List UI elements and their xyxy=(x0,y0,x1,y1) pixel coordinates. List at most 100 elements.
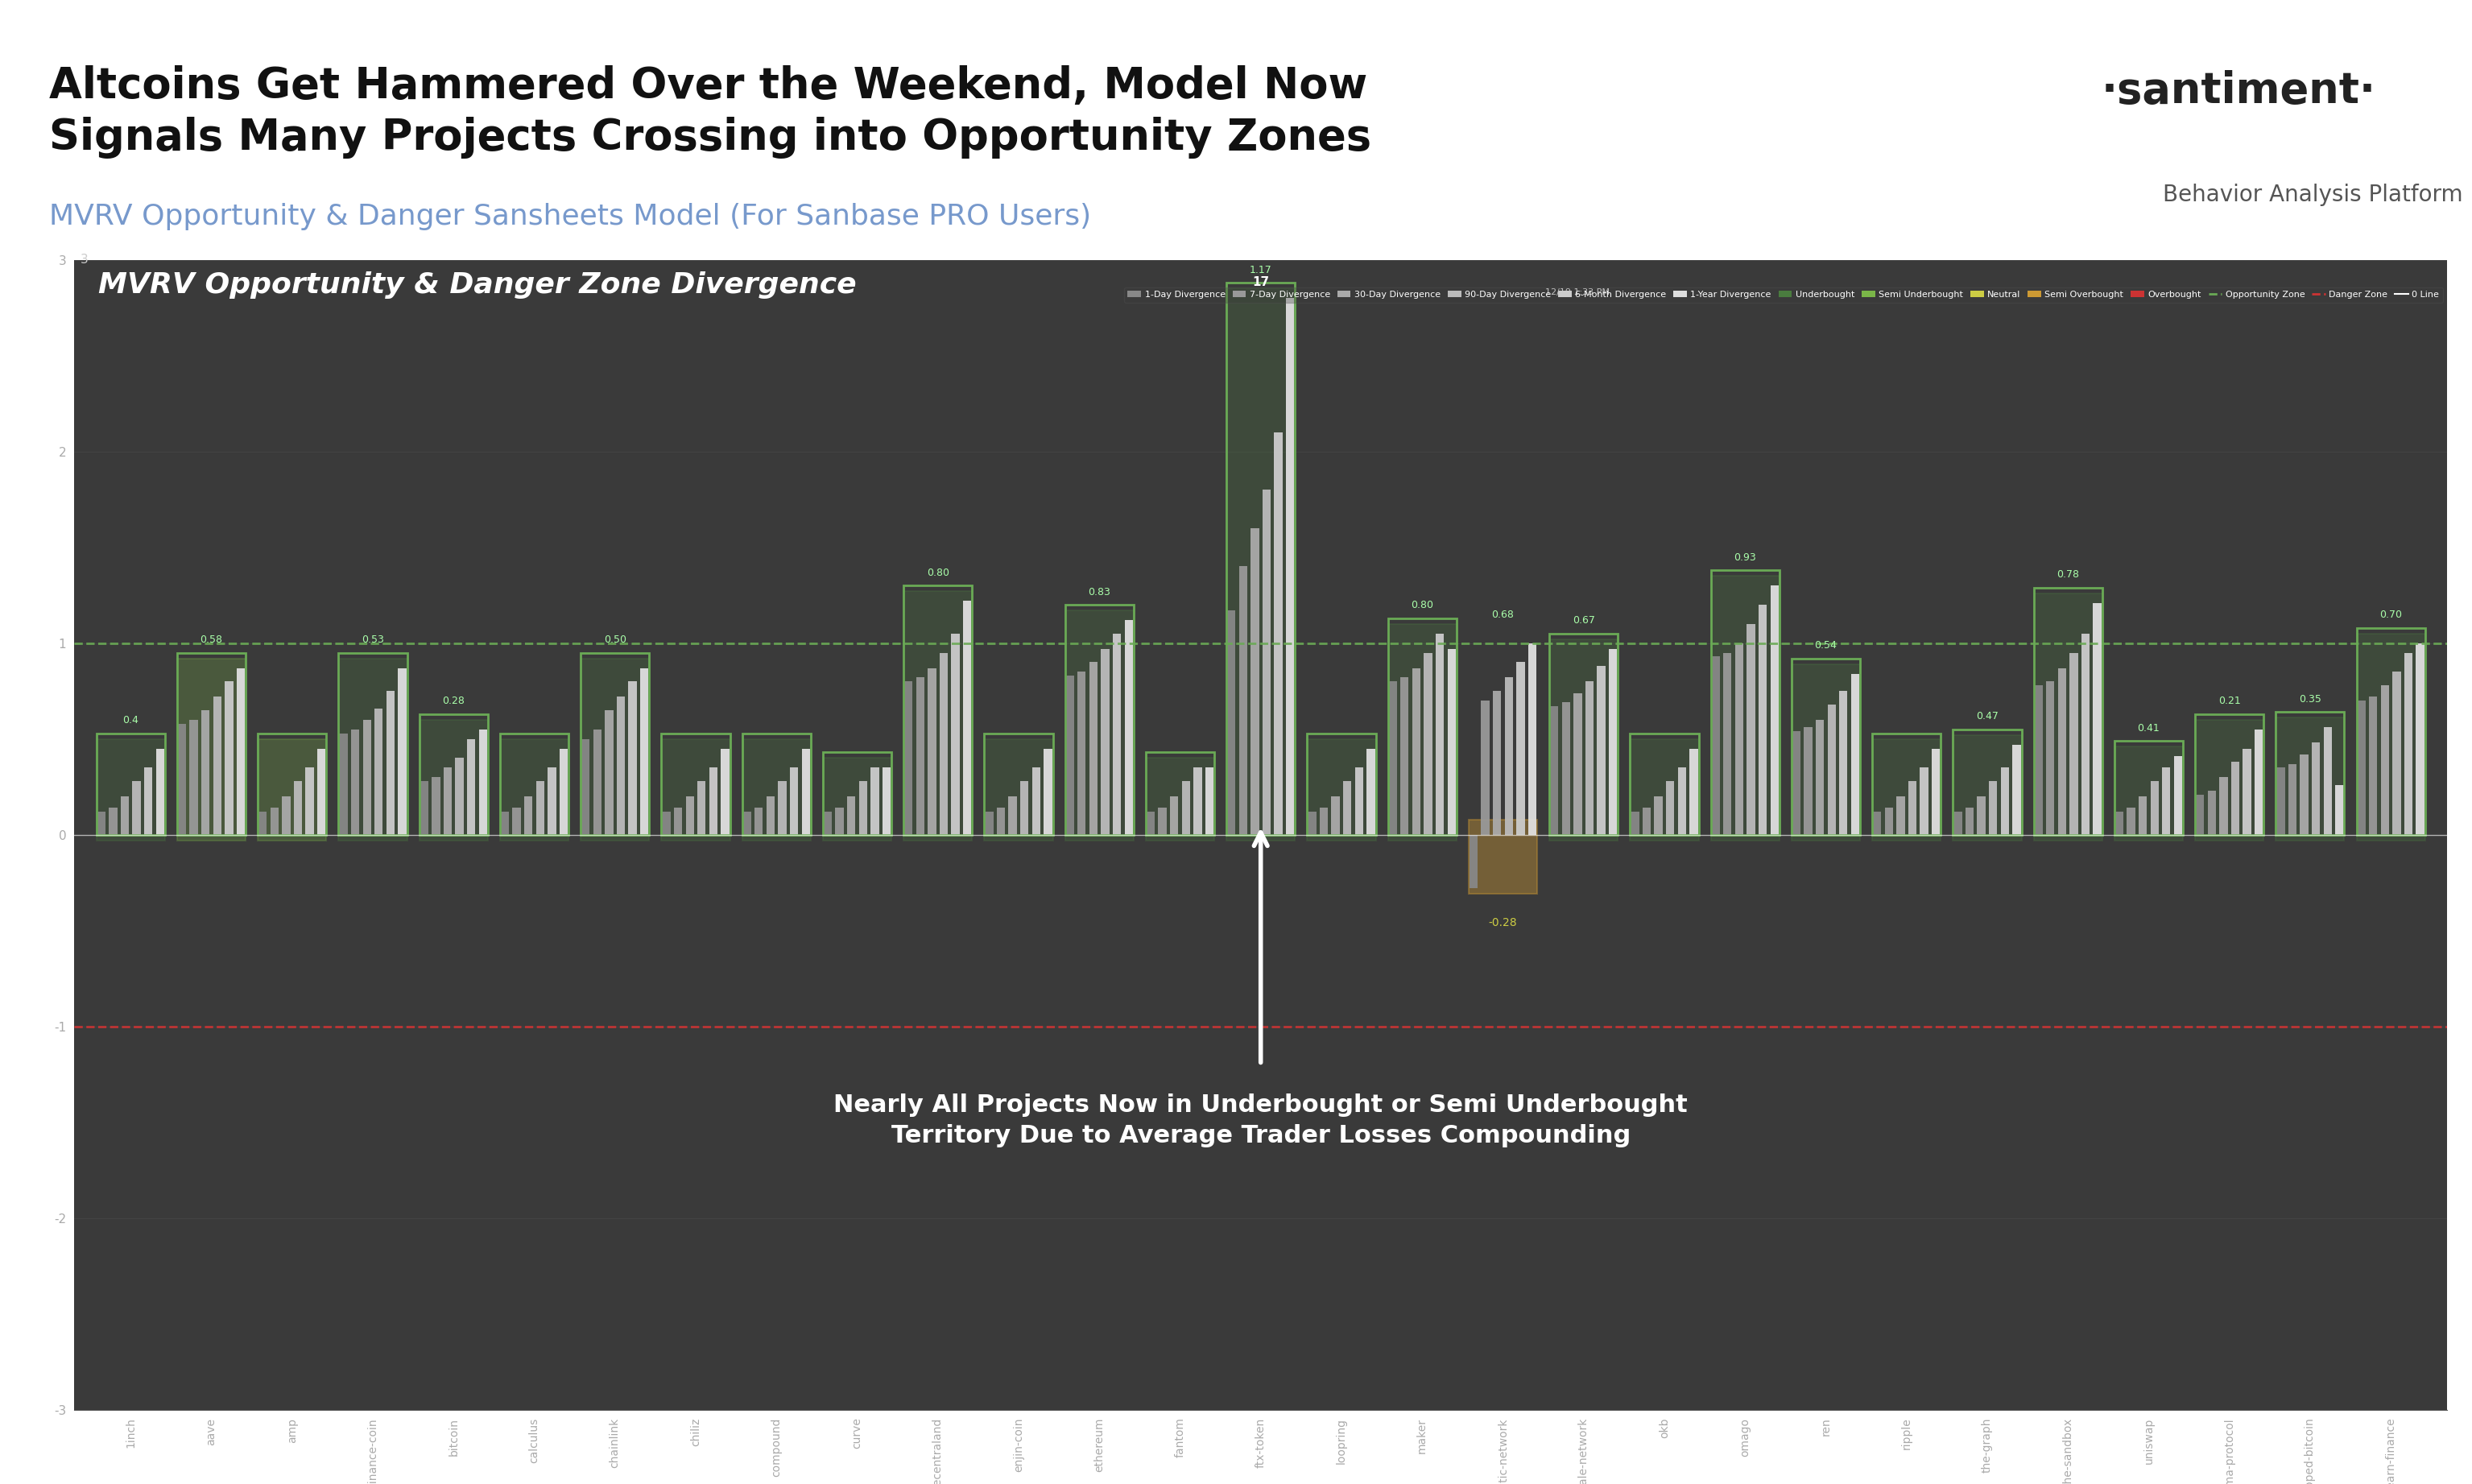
Bar xyxy=(1112,634,1122,834)
Bar xyxy=(1424,653,1431,834)
Bar xyxy=(1688,748,1698,834)
Bar xyxy=(662,733,729,834)
Bar xyxy=(1065,605,1135,834)
Bar xyxy=(628,681,638,834)
FancyBboxPatch shape xyxy=(1550,640,1617,840)
FancyBboxPatch shape xyxy=(96,739,166,840)
Text: 0.58: 0.58 xyxy=(200,635,222,646)
Bar xyxy=(2336,785,2343,834)
Bar xyxy=(1515,662,1525,834)
Bar xyxy=(2356,628,2425,834)
Bar xyxy=(823,812,833,834)
Bar xyxy=(316,748,326,834)
Bar xyxy=(1792,659,1859,834)
Text: 12/19 1:33 PM: 12/19 1:33 PM xyxy=(1545,288,1609,297)
Bar xyxy=(1169,797,1179,834)
Bar xyxy=(848,797,855,834)
Bar xyxy=(363,720,371,834)
Bar xyxy=(709,767,717,834)
Bar xyxy=(858,781,868,834)
Bar xyxy=(1990,781,1997,834)
Bar xyxy=(744,812,751,834)
Bar xyxy=(1953,812,1963,834)
Bar xyxy=(2163,767,2170,834)
Bar xyxy=(502,812,509,834)
Bar xyxy=(1758,605,1767,834)
Text: 0.47: 0.47 xyxy=(1975,711,1997,721)
Bar xyxy=(442,767,452,834)
Text: 0.78: 0.78 xyxy=(2057,570,2079,580)
Bar xyxy=(905,681,912,834)
Text: Nearly All Projects Now in Underbought or Semi Underbought
Territory Due to Aver: Nearly All Projects Now in Underbought o… xyxy=(833,1094,1688,1147)
Bar xyxy=(2047,681,2054,834)
Bar xyxy=(339,733,349,834)
Bar xyxy=(1641,807,1651,834)
FancyBboxPatch shape xyxy=(257,739,326,840)
Bar xyxy=(1355,767,1362,834)
FancyBboxPatch shape xyxy=(420,720,487,840)
Bar xyxy=(2116,812,2123,834)
Bar xyxy=(455,758,465,834)
Bar xyxy=(1387,619,1456,834)
Text: -0.28: -0.28 xyxy=(1488,917,1518,929)
FancyBboxPatch shape xyxy=(1792,665,1859,840)
FancyBboxPatch shape xyxy=(1953,735,2022,840)
Bar xyxy=(512,807,522,834)
Bar xyxy=(1159,807,1167,834)
Bar xyxy=(722,748,729,834)
Bar xyxy=(1953,729,2022,834)
FancyBboxPatch shape xyxy=(1065,610,1135,840)
Bar xyxy=(307,767,314,834)
Text: 0.21: 0.21 xyxy=(2217,696,2240,706)
Text: 0.68: 0.68 xyxy=(1491,610,1513,620)
Bar xyxy=(801,748,811,834)
Bar xyxy=(984,733,1053,834)
Bar xyxy=(237,668,245,834)
Bar xyxy=(1206,767,1214,834)
Bar xyxy=(581,653,650,834)
Bar xyxy=(1839,692,1847,834)
Bar xyxy=(1965,807,1973,834)
Bar xyxy=(1065,675,1073,834)
Bar xyxy=(1226,283,1295,834)
Bar xyxy=(1505,678,1513,834)
Bar xyxy=(1550,706,1557,834)
Bar xyxy=(1238,567,1248,834)
Bar xyxy=(1609,649,1617,834)
Bar xyxy=(282,797,289,834)
Bar xyxy=(376,708,383,834)
Bar xyxy=(1090,662,1098,834)
FancyBboxPatch shape xyxy=(1145,758,1214,840)
Bar xyxy=(1711,656,1721,834)
Bar xyxy=(1320,807,1327,834)
Bar xyxy=(823,752,892,834)
FancyBboxPatch shape xyxy=(2114,746,2183,840)
Bar xyxy=(1399,678,1409,834)
Bar xyxy=(581,739,591,834)
Bar xyxy=(2299,754,2309,834)
Bar xyxy=(213,697,222,834)
Bar xyxy=(964,601,971,834)
Bar xyxy=(1021,781,1028,834)
Bar xyxy=(939,653,947,834)
Bar xyxy=(1273,432,1283,834)
Bar xyxy=(2195,714,2264,834)
Bar xyxy=(1678,767,1686,834)
Bar xyxy=(1308,733,1377,834)
Bar xyxy=(190,720,198,834)
Bar xyxy=(1147,812,1154,834)
Text: 0.54: 0.54 xyxy=(1814,640,1837,650)
Bar xyxy=(2069,653,2079,834)
Bar xyxy=(1308,812,1315,834)
Bar xyxy=(2220,778,2227,834)
Bar xyxy=(1852,674,1859,834)
Bar xyxy=(2405,653,2413,834)
FancyBboxPatch shape xyxy=(2277,718,2343,840)
Bar xyxy=(1805,727,1812,834)
Text: 3: 3 xyxy=(82,254,89,266)
Bar xyxy=(1263,490,1271,834)
Bar xyxy=(1871,733,1941,834)
Bar xyxy=(2368,697,2378,834)
Bar xyxy=(549,767,556,834)
Text: ·santiment·: ·santiment· xyxy=(2101,70,2376,111)
